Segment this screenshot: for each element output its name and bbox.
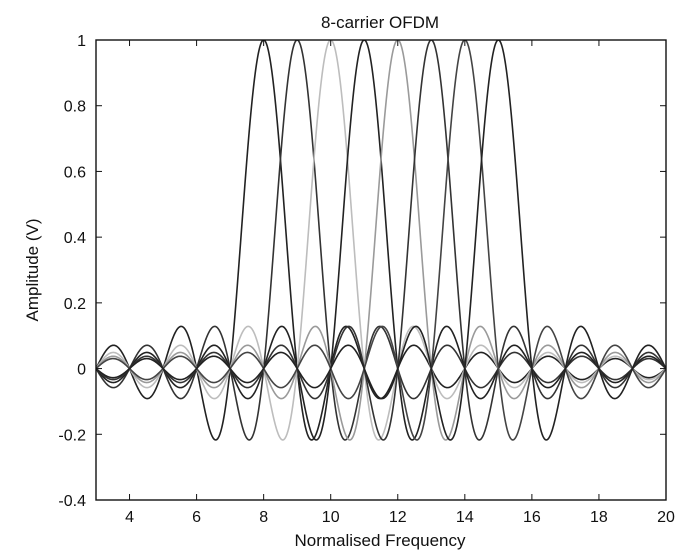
axes-frame: [95, 39, 667, 501]
y-tick-label: 0.6: [64, 164, 86, 181]
x-axis-label: Normalised Frequency: [294, 531, 466, 550]
x-tick-label: 12: [389, 509, 407, 526]
x-tick-label: 8: [259, 509, 268, 526]
x-tick-label: 20: [657, 509, 675, 526]
x-tick-label: 14: [456, 509, 474, 526]
x-tick-label: 16: [523, 509, 541, 526]
y-axis-label: Amplitude (V): [23, 219, 42, 322]
y-tick-label: 0: [77, 362, 86, 379]
x-tick-label: 18: [590, 509, 608, 526]
y-tick-label: -0.4: [58, 493, 86, 510]
series-line-carrier-6: [96, 40, 666, 441]
y-tick-label: 0.2: [64, 296, 86, 313]
x-tick-label: 4: [125, 509, 134, 526]
y-tick-label: 0.4: [64, 230, 86, 247]
y-tick-label: -0.2: [58, 427, 86, 444]
series-line-carrier-5: [96, 40, 666, 441]
x-tick-label: 10: [322, 509, 340, 526]
series-line-carrier-7: [96, 40, 666, 441]
series-line-carrier-8: [96, 40, 666, 441]
plot-area: 4 6 8 10 12 14 16 18 20 -0.4 -0.2 0 0.2 0.4 0.6 0.8 1: [58, 33, 675, 526]
y-tick-label: 0.8: [64, 99, 86, 116]
x-tick-label: 6: [192, 509, 201, 526]
y-tick-label: 1: [77, 33, 86, 50]
chart-title: 8-carrier OFDM: [321, 13, 439, 32]
